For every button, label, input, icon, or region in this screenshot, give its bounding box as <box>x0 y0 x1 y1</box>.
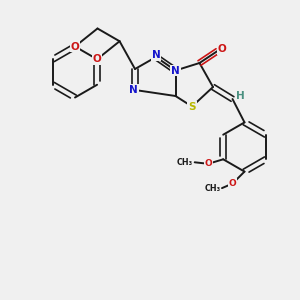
Text: CH₃: CH₃ <box>177 158 193 167</box>
Text: O: O <box>229 179 236 188</box>
Text: N: N <box>152 50 160 61</box>
Text: S: S <box>188 101 196 112</box>
Text: O: O <box>93 54 101 64</box>
Text: N: N <box>129 85 138 95</box>
Text: N: N <box>171 65 180 76</box>
Text: CH₃: CH₃ <box>204 184 220 193</box>
Text: O: O <box>218 44 226 55</box>
Text: O: O <box>204 159 212 168</box>
Text: H: H <box>236 91 244 101</box>
Text: O: O <box>70 41 80 52</box>
